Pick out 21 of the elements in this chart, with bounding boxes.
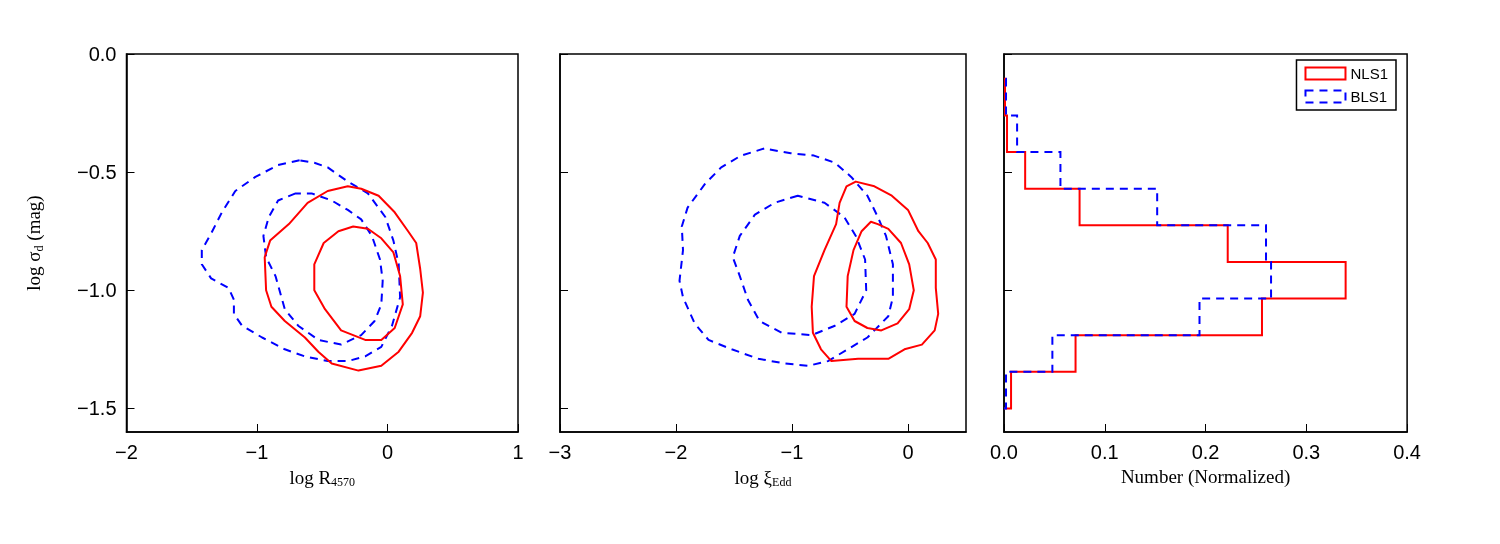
- y-axis-title: log σd (mag): [23, 195, 46, 291]
- x-tick-label: −2: [664, 441, 688, 463]
- x-tick-label: 0.2: [1191, 441, 1220, 463]
- x-tick-label: −1: [780, 441, 804, 463]
- y-tick-label: −0.5: [77, 161, 117, 184]
- x-axis-title: Number (Normalized): [1120, 465, 1291, 488]
- y-tick-label: 0.0: [88, 43, 117, 65]
- y-tick-label: −1.5: [77, 397, 117, 420]
- x-tick-label: 0.3: [1292, 441, 1321, 463]
- legend-label: BLS1: [1350, 88, 1388, 105]
- x-tick-label: 0.0: [990, 441, 1018, 463]
- x-tick-label: 0: [381, 441, 394, 463]
- x-tick-label: 1: [512, 441, 524, 463]
- x-tick-label: −3: [548, 441, 572, 463]
- y-tick-label: −1.0: [77, 279, 117, 302]
- x-tick-label: −2: [115, 441, 138, 463]
- legend-label: NLS1: [1350, 65, 1389, 82]
- x-tick-label: −1: [245, 441, 269, 463]
- x-tick-label: 0.1: [1090, 441, 1119, 463]
- x-tick-label: 0.4: [1393, 441, 1421, 463]
- x-tick-label: 0: [902, 441, 914, 463]
